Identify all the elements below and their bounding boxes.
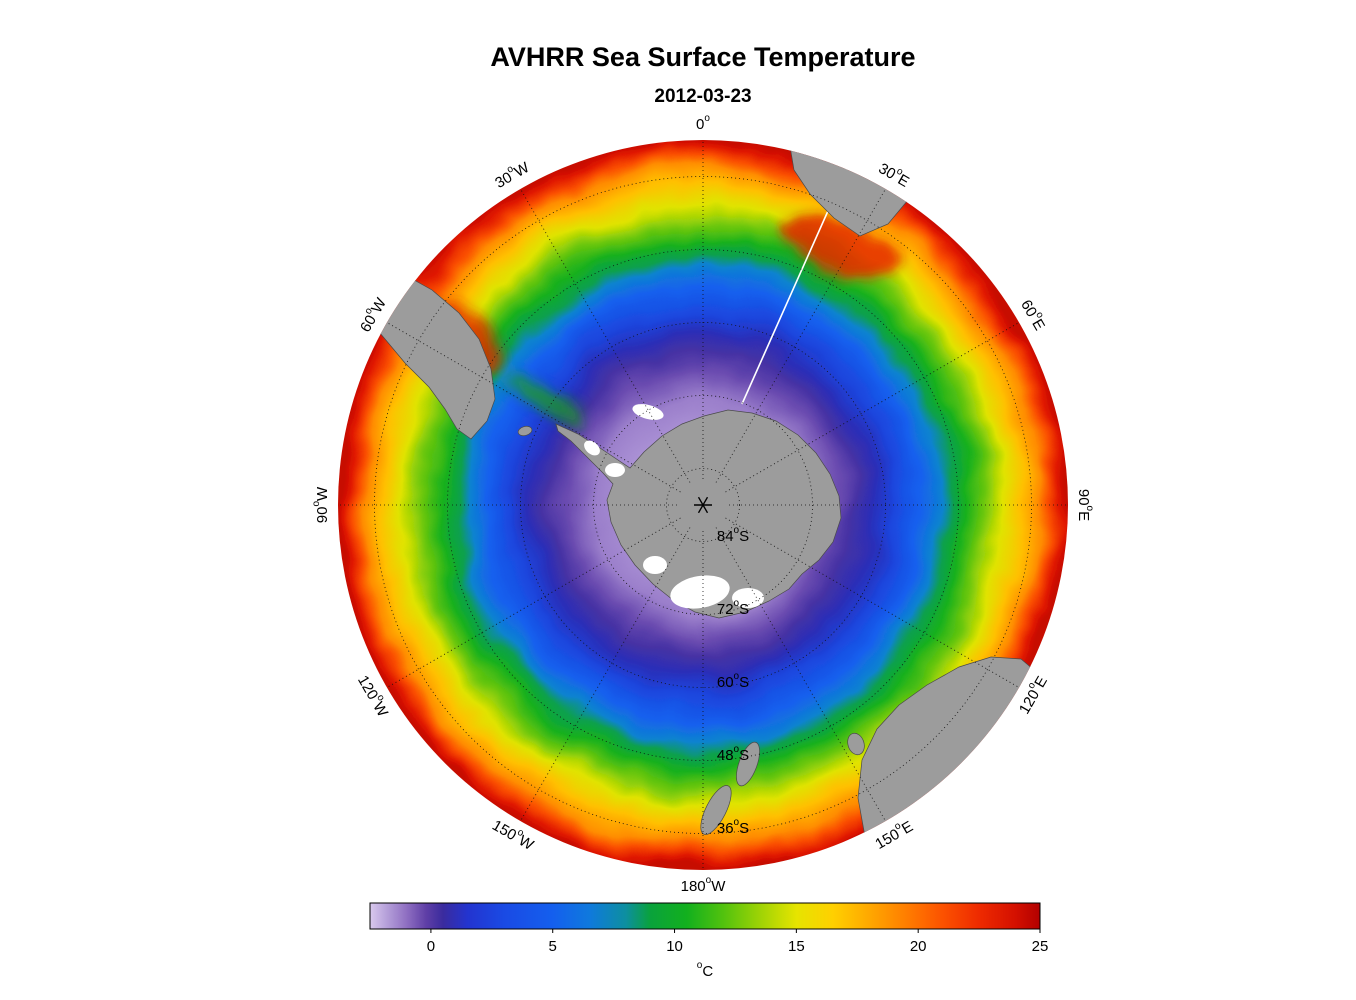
longitude-label: 90oE (1076, 489, 1096, 521)
antarctica-landmass (555, 409, 842, 619)
meridian-line (715, 188, 886, 483)
latitude-circle (666, 468, 740, 542)
new-zealand-north-island (736, 741, 760, 787)
map-labels: 0o30oE60oE90oE120oE150oE180oW150oW120oW9… (311, 113, 1096, 895)
ice-shelf-patch (584, 440, 600, 456)
latitude-circle (374, 176, 1032, 834)
meridian-line (725, 517, 1020, 688)
colorbar-tick-label: 20 (910, 938, 927, 955)
colorbar-unit-label: oC (697, 960, 714, 980)
meridian-line (715, 527, 886, 822)
ice-shelf-patch (670, 575, 730, 609)
chart-date: 2012-03-23 (654, 86, 752, 107)
latitude-label: 60oS (717, 671, 749, 691)
latitude-circle (447, 249, 959, 761)
meridian-line (520, 188, 691, 483)
colorbar-tick-label: 15 (788, 938, 805, 955)
latitude-label: 84oS (717, 525, 749, 545)
colorbar-tick-label: 0 (427, 938, 435, 955)
latitude-label: 36oS (717, 817, 749, 837)
ice-shelf-patch (632, 404, 664, 420)
cold-filament-malvinas (504, 377, 586, 427)
longitude-label: 60oE (1018, 295, 1051, 333)
latitude-label: 48oS (717, 744, 749, 764)
meridian-line (725, 322, 1020, 493)
ice-shelf-patch (732, 588, 764, 608)
graticule (338, 140, 1068, 870)
latitude-label: 72oS (717, 598, 749, 618)
meridian-line (386, 322, 681, 493)
new-zealand-south-island (700, 785, 732, 835)
latitude-circle (593, 395, 813, 615)
meridian-line (520, 527, 691, 822)
ice-shelf-patch (643, 556, 667, 574)
map-disk (338, 140, 1068, 870)
colorbar-tick-label: 5 (549, 938, 557, 955)
longitude-label: 180oW (681, 875, 727, 895)
ice-shelf-patch (605, 463, 625, 477)
longitude-label: 90oW (311, 486, 331, 523)
colorbar-tick-label: 10 (666, 938, 683, 955)
tasmania-landmass (847, 732, 865, 756)
colorbar-tick-label: 25 (1032, 938, 1049, 955)
colorbar-ticks: 0 5 10 15 20 25 oC (427, 929, 1049, 980)
longitude-label: 0o (696, 113, 710, 133)
colorbar: 0 5 10 15 20 25 oC (369, 902, 1049, 980)
meridian-line (386, 517, 681, 688)
warm-eddy-agulhas (780, 218, 900, 278)
longitude-label: 30oE (876, 157, 914, 190)
falkland-islands-landmass (517, 425, 533, 437)
chart-title: AVHRR Sea Surface Temperature (490, 42, 916, 72)
pole-marker (694, 496, 712, 514)
colorbar-gradient (369, 902, 1041, 930)
